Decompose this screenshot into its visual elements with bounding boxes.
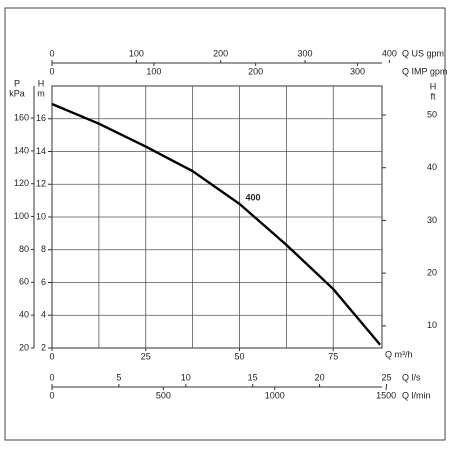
x-tick-label: 75 [328,351,338,361]
q-tick-label: 1000 [265,390,285,400]
p-tick-label: 100 [14,211,29,221]
q-axis-label: Q l/s [402,372,421,382]
x-tick-label: 25 [141,351,151,361]
q-tick-label: 200 [248,66,263,76]
y-tick-label: 16 [36,113,46,123]
q-axis-label: Q l/min [402,390,431,400]
p-tick-label: 60 [19,277,29,287]
ft-axis-unit: ft [430,91,436,101]
p-tick-label: 40 [19,310,29,320]
ft-tick-label: 30 [427,215,437,225]
y-tick-label: 14 [36,146,46,156]
curve-label: 400 [246,192,261,202]
y-tick-label: 2 [41,342,46,352]
q-tick-label: 300 [350,66,365,76]
q-tick-label: 1500 [376,390,396,400]
q-tick-label: 0 [49,48,54,58]
p-tick-label: 20 [19,342,29,352]
p-tick-label: 120 [14,178,29,188]
p-tick-label: 140 [14,145,29,155]
p-tick-label: 160 [14,112,29,122]
q-tick-label: 5 [116,372,121,382]
ft-tick-label: 50 [427,109,437,119]
q-tick-label: 300 [298,48,313,58]
y-tick-label: 4 [41,310,46,320]
y-tick-label: 6 [41,277,46,287]
q-tick-label: 25 [381,372,391,382]
q-tick-label: 500 [156,390,171,400]
q-tick-label: 400 [382,48,397,58]
y-axis-label: H [38,78,45,88]
q-tick-label: 100 [146,66,161,76]
q-axis-label: Q US gpm [402,48,444,58]
x-tick-label: 50 [234,351,244,361]
x-tick-label: 0 [49,351,54,361]
p-axis-unit: kPa [9,88,25,98]
y-tick-label: 8 [41,244,46,254]
p-axis-label: P [14,78,20,88]
x-axis-label: Q m³/h [385,349,413,359]
frame [4,7,446,441]
q-tick-label: 10 [181,372,191,382]
q-tick-label: 0 [49,66,54,76]
q-tick-label: 200 [213,48,228,58]
q-tick-label: 20 [315,372,325,382]
q-tick-label: 15 [248,372,258,382]
q-tick-label: 100 [129,48,144,58]
y-axis-unit: m [37,88,45,98]
ft-tick-label: 10 [427,320,437,330]
q-axis-label: Q IMP gpm [402,66,447,76]
p-tick-label: 80 [19,244,29,254]
q-tick-label: 0 [49,390,54,400]
q-tick-label: 0 [49,372,54,382]
ft-axis-label: H [430,81,437,91]
ft-tick-label: 20 [427,268,437,278]
y-tick-label: 12 [36,179,46,189]
y-tick-label: 10 [36,211,46,221]
ft-tick-label: 40 [427,162,437,172]
curve [51,102,382,346]
